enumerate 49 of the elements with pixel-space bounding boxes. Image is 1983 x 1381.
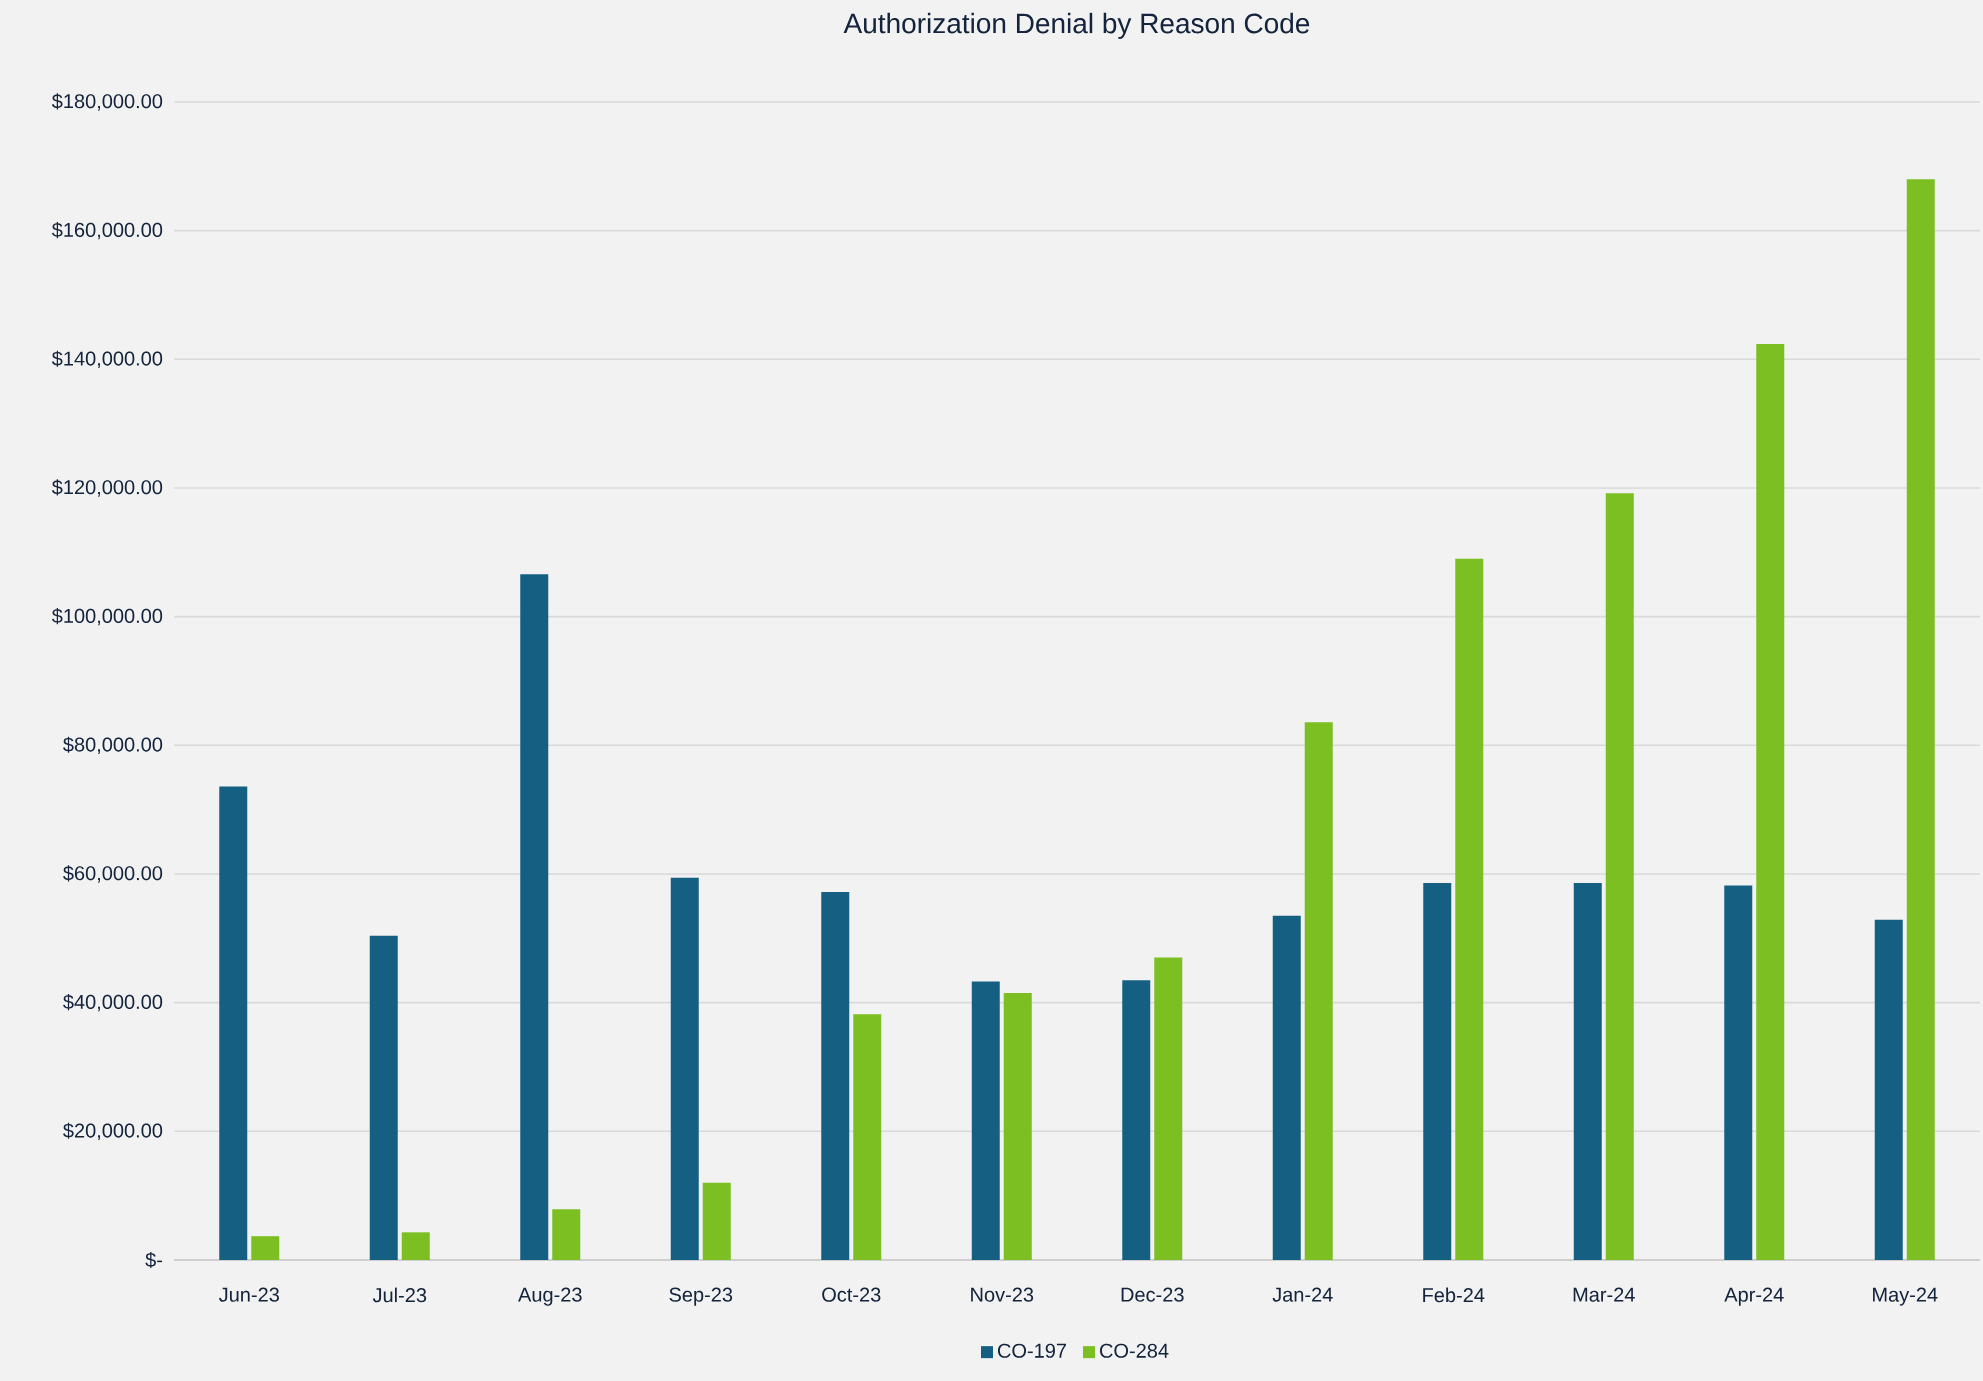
x-tick-label: Oct-23: [822, 1287, 881, 1302]
legend-label: CO-284: [1100, 1343, 1169, 1358]
x-tick-label: Mar-24: [1573, 1287, 1635, 1302]
bar: [1874, 919, 1903, 1260]
bar: [853, 1014, 882, 1260]
bar: [1455, 558, 1484, 1260]
y-tick-label: $-: [145, 1251, 163, 1269]
x-tick-label: Jun-23: [218, 1287, 279, 1302]
y-tick-label: $160,000.00: [51, 221, 163, 240]
x-tick-label: Jul-23: [372, 1287, 427, 1303]
bar: [1272, 915, 1301, 1260]
bar: [520, 574, 549, 1260]
x-tick-label: Aug-23: [518, 1287, 582, 1306]
bar: [1906, 179, 1935, 1260]
bar: [219, 786, 248, 1260]
x-tick-label: Dec-23: [1121, 1287, 1184, 1302]
bar: [251, 1236, 280, 1260]
y-tick-label: $180,000.00: [51, 93, 163, 111]
x-tick-label: Apr-24: [1724, 1287, 1784, 1306]
bar: [1605, 493, 1634, 1260]
bar: [401, 1232, 430, 1260]
bar: [670, 877, 699, 1260]
chart-title: Authorization Denial by Reason Code: [843, 12, 1310, 39]
x-tick-label: Sep-23: [669, 1287, 733, 1306]
bar: [552, 1209, 581, 1260]
bar: [1154, 957, 1183, 1260]
y-tick-label: $100,000.00: [51, 607, 163, 626]
x-tick-label: Nov-23: [971, 1287, 1034, 1302]
y-tick-label: $120,000.00: [51, 479, 163, 497]
y-tick-label: $40,000.00: [63, 993, 163, 1012]
bar: [1304, 722, 1333, 1260]
legend-label: CO-197: [997, 1343, 1067, 1358]
y-tick-label: $80,000.00: [63, 736, 163, 755]
bar: [1423, 882, 1452, 1260]
bar: [971, 981, 1000, 1260]
bar: [702, 1182, 731, 1260]
bar: [1122, 980, 1151, 1260]
x-tick-label: May-24: [1873, 1287, 1938, 1306]
y-tick-label: $60,000.00: [63, 865, 163, 883]
bar: [1756, 343, 1785, 1260]
y-tick-label: $140,000.00: [51, 350, 163, 369]
bar: [1573, 882, 1602, 1260]
bar: [1724, 885, 1753, 1260]
bar: [369, 935, 398, 1260]
bar: [1003, 993, 1032, 1260]
x-tick-label: Jan-24: [1272, 1287, 1333, 1302]
x-tick-label: Feb-24: [1423, 1287, 1485, 1303]
y-tick-label: $20,000.00: [63, 1122, 163, 1141]
bar: [821, 892, 850, 1260]
